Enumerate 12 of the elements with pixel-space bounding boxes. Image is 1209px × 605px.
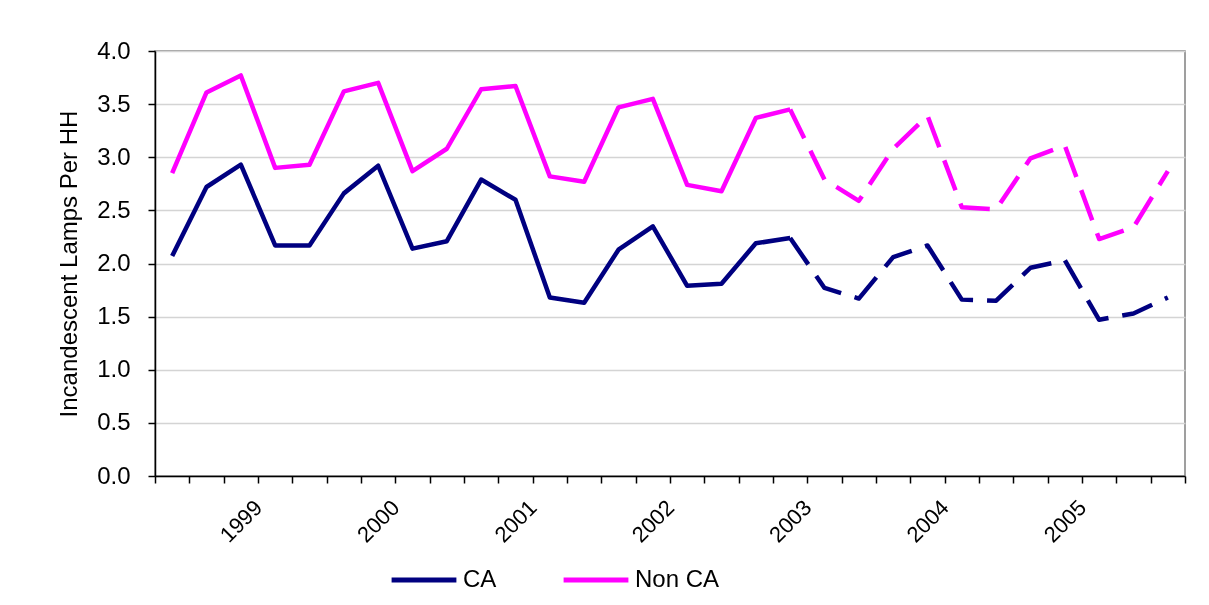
y-tick-label: 3.5 xyxy=(97,89,131,117)
y-axis-title: Incandescent Lamps Per HH xyxy=(55,110,83,418)
y-tick-label: 4.0 xyxy=(97,36,131,64)
legend-label: CA xyxy=(463,565,497,592)
legend-label: Non CA xyxy=(635,565,720,592)
y-tick-label: 1.5 xyxy=(97,302,131,330)
y-tick-label: 2.0 xyxy=(97,249,131,276)
y-tick-label: 0.0 xyxy=(97,461,131,489)
y-tick-label: 0.5 xyxy=(97,408,131,436)
y-tick-label: 2.5 xyxy=(97,195,131,223)
y-tick-label: 3.0 xyxy=(97,142,131,170)
y-tick-label: 1.0 xyxy=(97,355,131,383)
